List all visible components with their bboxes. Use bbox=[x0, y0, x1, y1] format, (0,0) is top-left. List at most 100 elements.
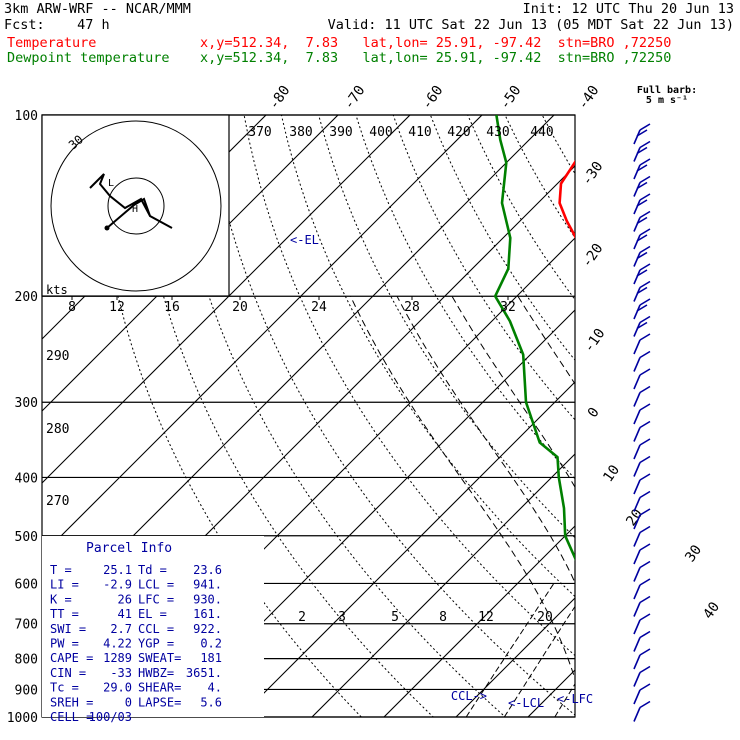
valid-time: Valid: 11 UTC Sat 22 Jun 13 (05 MDT Sat … bbox=[327, 17, 734, 33]
mixing-ratio-label: 3 bbox=[338, 610, 346, 625]
wind-barb bbox=[633, 700, 651, 722]
parcel-info-cell: HWBZ= bbox=[138, 666, 174, 680]
isotherm-label: -10 bbox=[581, 326, 609, 356]
barb-scale-label: 5 m s⁻¹ bbox=[646, 95, 688, 106]
pressure-label: 200 bbox=[15, 290, 38, 305]
parcel-info-cell: K = bbox=[50, 592, 72, 606]
wind-barb bbox=[633, 245, 651, 267]
moist-adiabat-line bbox=[350, 295, 575, 681]
mixing-ratio-line bbox=[554, 682, 575, 717]
hodograph-trace bbox=[89, 173, 173, 229]
parcel-info-cell: LI = bbox=[50, 578, 79, 592]
hodograph-speed-label: 28 bbox=[404, 300, 420, 315]
parcel-info-cell: SREH = bbox=[50, 695, 93, 709]
parcel-info-cell: -33 bbox=[110, 666, 132, 680]
dry-adiabat-line bbox=[467, 115, 575, 301]
pressure-label: 1000 bbox=[7, 711, 38, 726]
isotherm-label: 40 bbox=[700, 599, 723, 622]
wind-barb bbox=[633, 543, 651, 565]
legend-temperature-label: Temperature bbox=[7, 35, 97, 51]
parcel-info-cell: PW = bbox=[50, 637, 79, 651]
wind-barb bbox=[633, 630, 651, 652]
wind-barb bbox=[633, 438, 651, 460]
parcel-info-cell: SHEAR= bbox=[138, 681, 181, 695]
wind-barb bbox=[633, 613, 651, 635]
theta-label: 270 bbox=[46, 494, 69, 509]
moist-adiabat-line bbox=[451, 295, 575, 489]
mixing-ratio-line bbox=[465, 583, 555, 717]
wind-barb bbox=[633, 473, 651, 495]
pressure-label: 500 bbox=[15, 530, 38, 545]
isotherm-line bbox=[659, 102, 740, 730]
plot-frame bbox=[41, 114, 576, 718]
parcel-info-cell: 100/03 bbox=[89, 710, 132, 724]
wind-barb bbox=[633, 420, 651, 442]
wind-barb bbox=[633, 263, 651, 285]
isotherm-label: 0 bbox=[585, 405, 603, 421]
isotherm-label: -50 bbox=[497, 83, 525, 113]
wind-barb bbox=[633, 648, 651, 670]
moist-adiabat-line bbox=[517, 295, 575, 385]
pressure-label: 700 bbox=[15, 618, 38, 633]
isotherm-line bbox=[527, 669, 575, 717]
hodograph-speed-label: 16 bbox=[164, 300, 180, 315]
parcel-info-box bbox=[42, 536, 264, 717]
parcel-info-cell: -2.9 bbox=[103, 578, 132, 592]
theta-label: 400 bbox=[369, 125, 392, 140]
parcel-info-cell: 4. bbox=[208, 681, 222, 695]
dry-adiabat-line bbox=[355, 115, 575, 480]
theta-label: 280 bbox=[46, 422, 69, 437]
isotherm-line bbox=[311, 453, 575, 717]
hodograph-start-dot bbox=[104, 225, 110, 231]
dry-adiabat-line bbox=[691, 115, 740, 730]
dry-adiabat-line bbox=[206, 115, 575, 716]
wind-barb bbox=[633, 228, 651, 250]
wind-barb bbox=[633, 193, 651, 215]
isotherm-label: 30 bbox=[682, 542, 705, 565]
legend-temperature-info: x,y=512.34, 7.83 lat,lon= 25.91, -97.42 … bbox=[200, 35, 672, 51]
parcel-info-cell: 26 bbox=[118, 592, 132, 606]
theta-label: 430 bbox=[486, 125, 509, 140]
wind-barb bbox=[633, 403, 651, 425]
pressure-label: 300 bbox=[15, 396, 38, 411]
legend-dewpoint-info: x,y=512.34, 7.83 lat,lon= 25.91, -97.42 … bbox=[200, 50, 672, 66]
isotherm-label: -40 bbox=[575, 83, 603, 113]
isotherm-line bbox=[239, 381, 575, 717]
dry-adiabat-line bbox=[429, 115, 575, 361]
parcel-info-cell: 941. bbox=[193, 578, 222, 592]
isotherm-label: -70 bbox=[341, 83, 369, 113]
parcel-info-title: Parcel Info bbox=[86, 541, 172, 556]
legend-dewpoint-label: Dewpoint temperature bbox=[7, 50, 170, 66]
dry-adiabat-line bbox=[729, 115, 740, 730]
isotherm-label: 10 bbox=[600, 462, 623, 485]
isotherm-line bbox=[731, 102, 740, 730]
wind-barb bbox=[633, 665, 651, 687]
parcel-info-cell: 181 bbox=[200, 651, 222, 665]
isotherm-line bbox=[42, 115, 483, 556]
isotherm-line bbox=[587, 102, 740, 730]
wind-barb bbox=[633, 158, 651, 180]
hodograph-marker: L bbox=[108, 178, 114, 189]
theta-label: 290 bbox=[46, 349, 69, 364]
parcel-info-cell: 930. bbox=[193, 592, 222, 606]
hodograph-units: kts bbox=[46, 283, 68, 297]
parcel-info-cell: LCL = bbox=[138, 578, 174, 592]
barb-scale-label: Full barb: bbox=[637, 85, 697, 96]
parcel-info-cell: 4.22 bbox=[103, 637, 132, 651]
parcel-info-cell: SWI = bbox=[50, 622, 86, 636]
level-marker: <-LFC bbox=[557, 692, 593, 706]
theta-label: 440 bbox=[530, 125, 553, 140]
hodograph-speed-label: 24 bbox=[311, 300, 327, 315]
hodograph-ring bbox=[107, 177, 165, 235]
forecast-hour: Fcst: 47 h bbox=[4, 17, 110, 33]
dry-adiabat-line bbox=[504, 115, 575, 239]
parcel-info-cell: 161. bbox=[193, 607, 222, 621]
init-time: Init: 12 UTC Thu 20 Jun 13 bbox=[522, 1, 734, 17]
level-marker: <-LCL bbox=[508, 696, 544, 710]
mixing-ratio-line bbox=[503, 605, 575, 717]
hodograph-marker: H bbox=[132, 204, 138, 215]
wind-barb bbox=[633, 333, 651, 355]
wind-barb bbox=[633, 368, 651, 390]
wind-barb bbox=[633, 315, 651, 337]
wind-barb bbox=[633, 123, 651, 145]
